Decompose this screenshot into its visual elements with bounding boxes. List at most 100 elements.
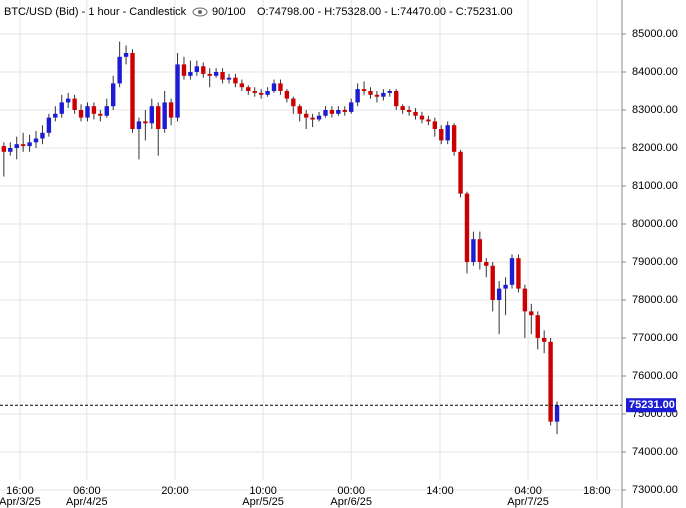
candle-body	[111, 83, 116, 107]
candle-body	[394, 91, 399, 107]
candle-body	[130, 53, 135, 130]
x-tick-label: 14:00	[426, 485, 454, 497]
y-tick-label: 77000.00	[632, 332, 678, 344]
candle-body	[53, 113, 58, 118]
candle-body	[117, 56, 122, 84]
candle-body	[464, 193, 470, 262]
candle-body	[451, 125, 457, 152]
candle-body	[207, 73, 212, 76]
y-tick-label: 84000.00	[632, 66, 678, 78]
candle-body	[381, 92, 386, 97]
grid	[0, 0, 622, 491]
candle-body	[168, 102, 174, 118]
candles	[0, 41, 622, 435]
candle-body	[175, 64, 180, 118]
candle-body	[484, 261, 489, 266]
date-tick-label: Apr/7/25	[507, 496, 549, 508]
candle-body	[1, 146, 7, 152]
ohlc-summary: O:74798.00 - H:75328.00 - L:74470.00 - C…	[257, 6, 513, 18]
candle-body	[361, 89, 367, 92]
candle-body	[8, 148, 13, 152]
date-tick-label: Apr/4/25	[66, 496, 108, 508]
candle-body	[246, 87, 251, 92]
candle-body	[104, 106, 109, 116]
candle-body	[445, 125, 450, 141]
candle-body	[329, 110, 335, 114]
candle-body	[535, 315, 540, 338]
candle-body	[303, 113, 309, 118]
candle-body	[258, 92, 264, 95]
eye-icon[interactable]	[192, 7, 208, 17]
y-tick-label: 81000.00	[632, 180, 678, 192]
candle-body	[471, 239, 476, 262]
candle-body	[439, 129, 444, 141]
candle-body	[201, 66, 206, 74]
candle-body	[432, 121, 438, 130]
candle-body	[284, 91, 290, 99]
candle-body	[490, 265, 495, 300]
candle-body	[374, 94, 380, 97]
x-tick-label: 20:00	[161, 485, 189, 497]
candle-body	[20, 144, 26, 147]
candle-body	[522, 288, 528, 312]
y-tick-label: 73000.00	[632, 484, 678, 496]
x-tick-label: 00:00	[337, 485, 365, 497]
candle-body	[265, 91, 270, 95]
candle-body	[400, 106, 405, 111]
candle-body	[27, 142, 32, 147]
candle-body	[78, 110, 84, 118]
candle-body	[271, 83, 277, 92]
candle-body	[233, 77, 238, 84]
y-tick-label: 80000.00	[632, 218, 678, 230]
candle-body	[226, 77, 232, 80]
x-tick-label: 04:00	[514, 485, 542, 497]
candle-body	[252, 91, 257, 93]
candle-body	[239, 83, 245, 88]
candle-body	[91, 106, 97, 114]
candle-body	[59, 102, 64, 114]
candle-body	[162, 102, 167, 130]
candle-body	[496, 288, 502, 300]
candle-body	[516, 258, 521, 289]
candle-body	[149, 106, 155, 124]
x-tick-label: 18:00	[583, 485, 611, 497]
candle-body	[278, 83, 283, 92]
y-tick-label: 83000.00	[632, 104, 678, 116]
candle-body	[316, 115, 322, 120]
candle-body	[65, 98, 71, 103]
candle-body	[220, 72, 225, 80]
y-tick-label: 76000.00	[632, 370, 678, 382]
candle-body	[72, 98, 77, 111]
candle-body	[387, 91, 392, 93]
candle-body	[548, 341, 553, 422]
candle-body	[297, 106, 302, 114]
candle-body	[213, 72, 219, 76]
zoom-level: 90/100	[212, 6, 246, 18]
candle-body	[188, 72, 193, 76]
last-price-box	[626, 398, 676, 413]
candle-body	[503, 284, 508, 289]
candle-body	[291, 98, 296, 107]
candle-body	[46, 117, 52, 133]
candle-body	[156, 106, 161, 130]
date-tick-label: Apr/6/25	[330, 496, 372, 508]
candle-body	[419, 115, 425, 120]
candle-body	[355, 89, 360, 103]
candle-body	[181, 64, 187, 76]
y-tick-label: 74000.00	[632, 446, 678, 458]
candle-body	[194, 66, 200, 73]
chart-title: BTC/USD (Bid) - 1 hour - Candlestick	[4, 6, 187, 18]
candle-body	[85, 106, 90, 118]
candle-body	[541, 337, 547, 342]
y-tick-label: 79000.00	[632, 256, 678, 268]
last-price-label: 75231.00	[629, 399, 675, 411]
candle-body	[336, 110, 341, 114]
candle-body	[349, 102, 354, 112]
candle-body	[14, 144, 19, 149]
y-tick-label: 82000.00	[632, 142, 678, 154]
y-tick-label: 85000.00	[632, 28, 678, 40]
candle-body	[406, 110, 412, 112]
